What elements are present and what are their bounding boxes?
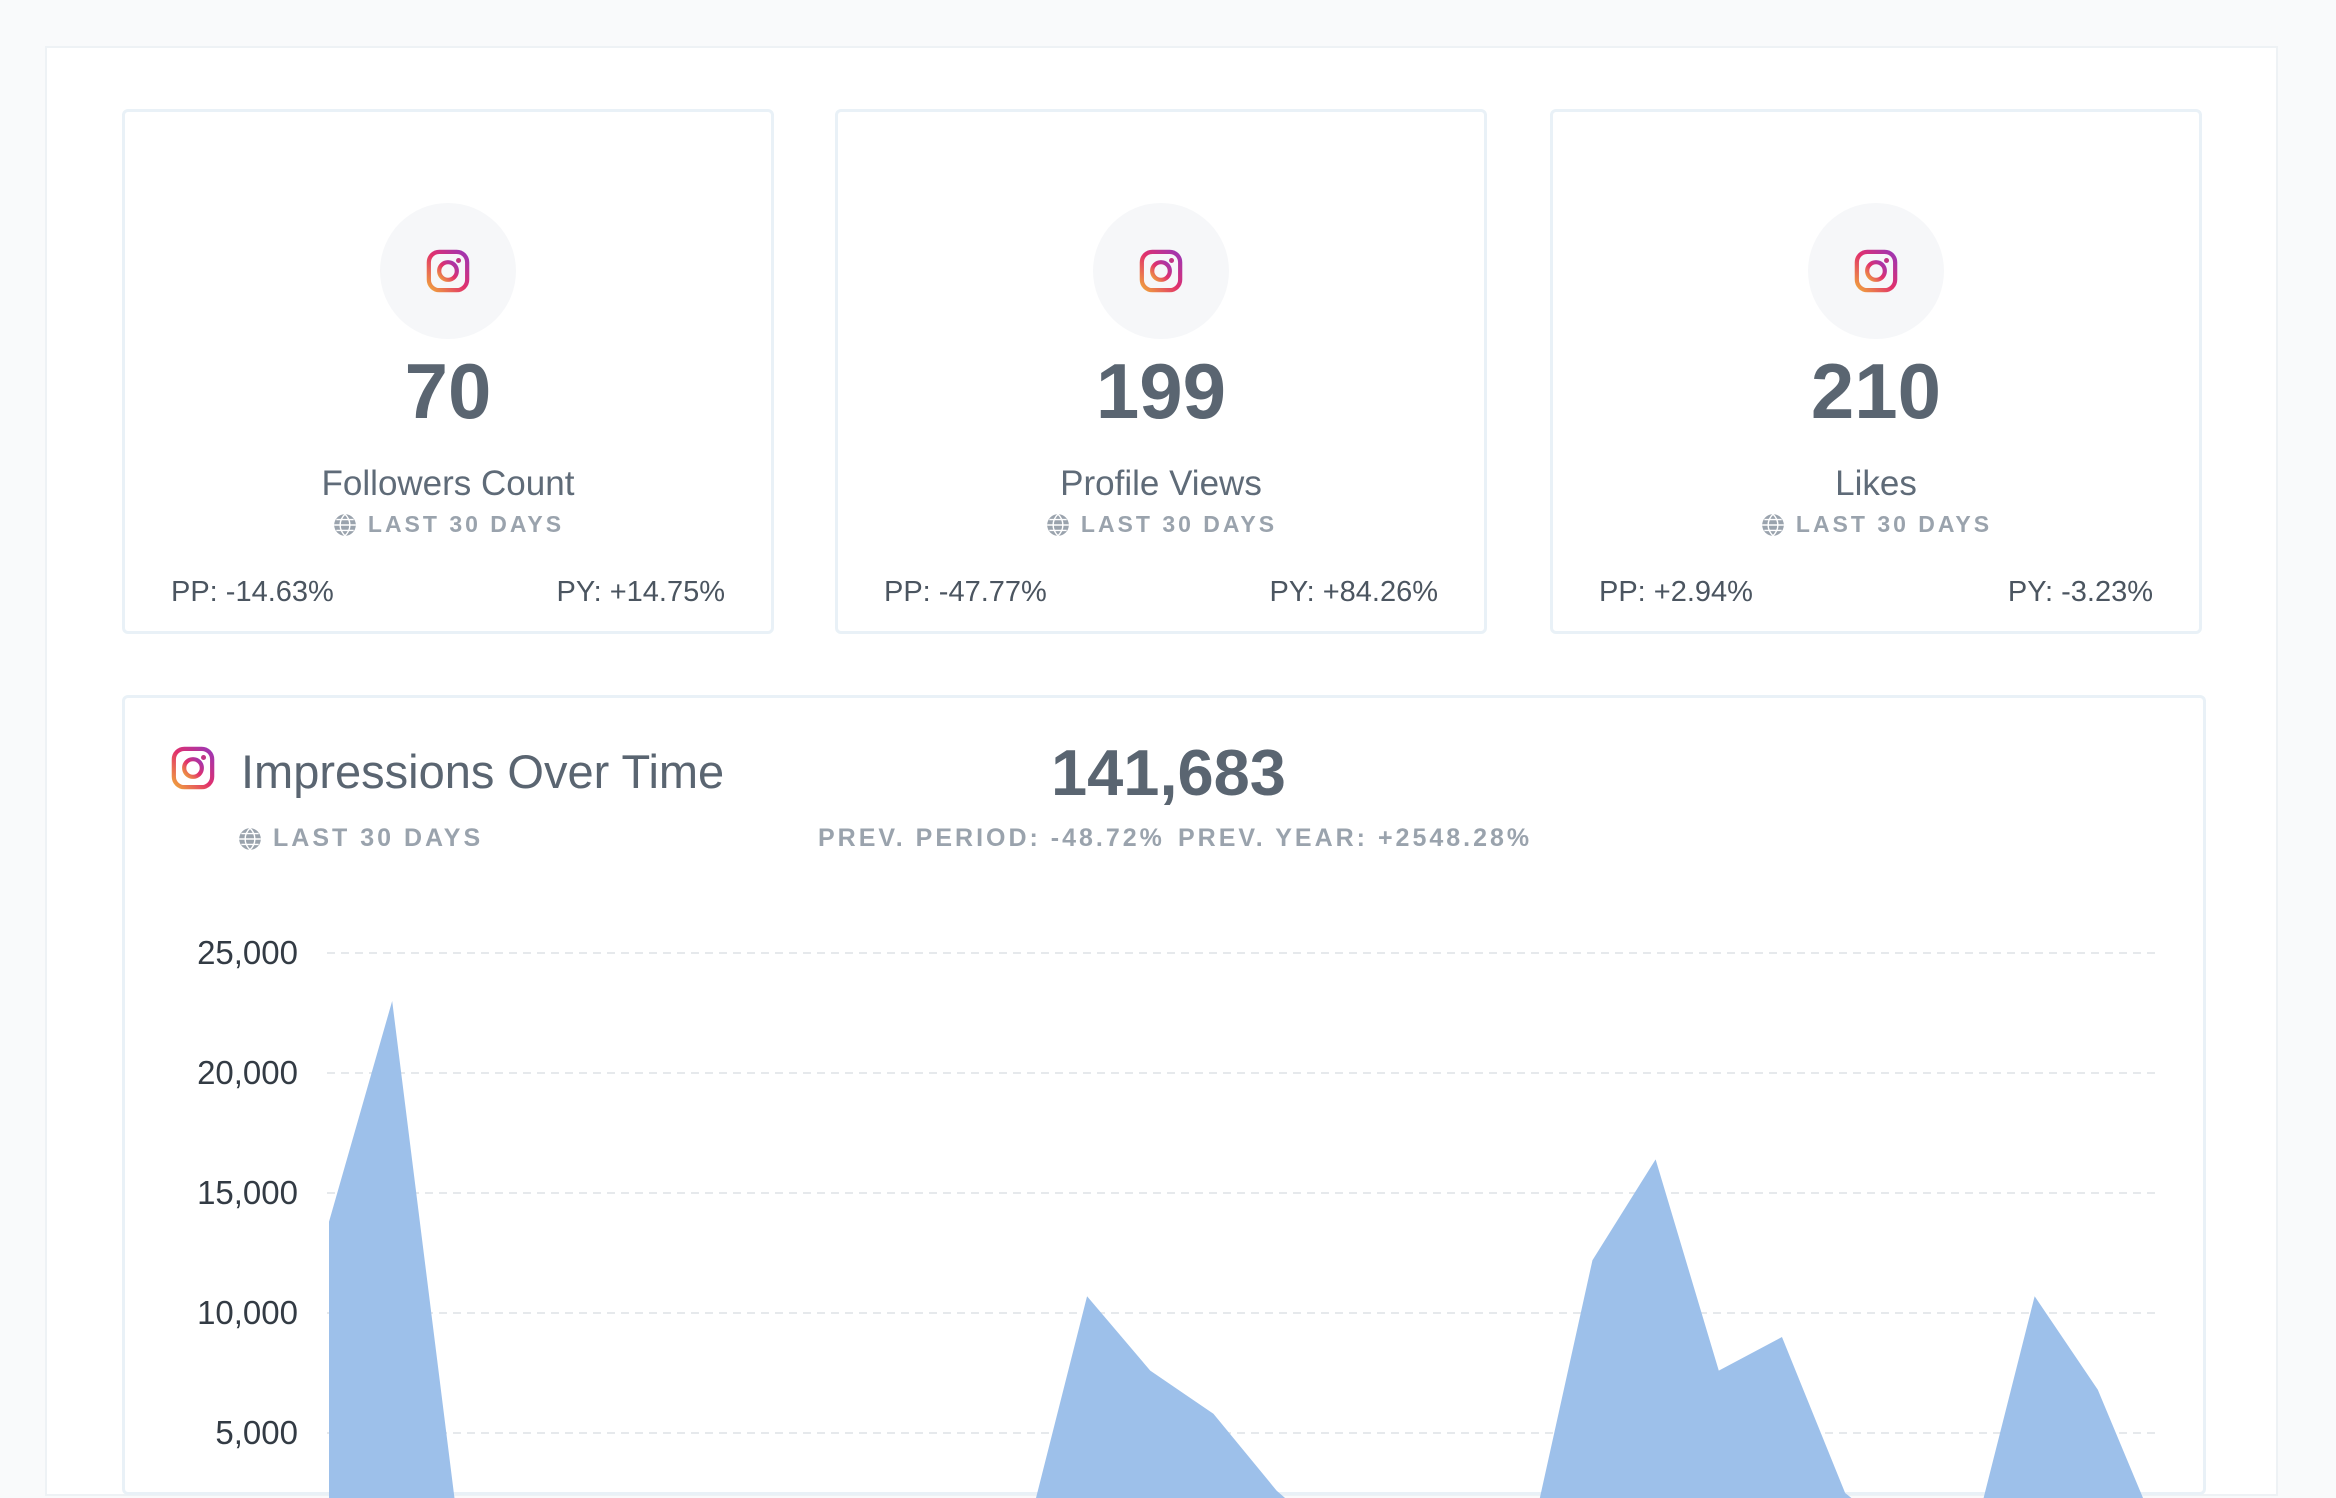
chart-title: Impressions Over Time (241, 745, 725, 798)
likes-card: 210 Likes LAST 30 DAYS PP: +2.94% PY: -3… (1550, 109, 2202, 634)
globe-icon (1047, 513, 1069, 536)
profile-views-card: 199 Profile Views LAST 30 DAYS PP: -47.7… (835, 109, 1487, 634)
likes-value: 210 (1810, 347, 1942, 435)
y-tick-label: 5,000 (215, 1414, 298, 1451)
followers-label: Followers Count (321, 464, 575, 503)
y-tick-label: 20,000 (197, 1054, 298, 1091)
globe-icon (239, 827, 261, 850)
followers-value: 70 (404, 347, 492, 435)
followers-card: 70 Followers Count LAST 30 DAYS PP: -14.… (122, 109, 774, 634)
prev-year-change: PREV. YEAR: +2548.28% (1178, 824, 1533, 852)
impressions-card: Impressions Over Time LAST 30 DAYS 141,6… (122, 695, 2206, 1498)
profile-views-py: PY: +84.26% (1269, 576, 1439, 608)
chart-period: LAST 30 DAYS (237, 824, 483, 853)
instagram-icon (380, 203, 516, 339)
instagram-icon (1808, 203, 1944, 339)
likes-period: LAST 30 DAYS (1553, 511, 2199, 538)
likes-period-label: LAST 30 DAYS (1795, 511, 1993, 537)
instagram-icon (170, 745, 216, 796)
likes-py: PY: -3.23% (2007, 576, 2153, 608)
globe-icon (334, 513, 356, 536)
likes-label: Likes (1835, 464, 1917, 503)
followers-period: LAST 30 DAYS (125, 511, 771, 538)
profile-views-value: 199 (1095, 347, 1227, 435)
profile-views-period: LAST 30 DAYS (838, 511, 1484, 538)
followers-pp: PP: -14.63% (171, 576, 334, 608)
chart-period-label: LAST 30 DAYS (273, 824, 484, 852)
y-tick-label: 25,000 (197, 934, 298, 971)
likes-pp: PP: +2.94% (1599, 576, 1753, 608)
y-tick-label: 15,000 (197, 1174, 298, 1211)
globe-icon (1762, 513, 1784, 536)
profile-views-label: Profile Views (1060, 464, 1262, 503)
profile-views-pp: PP: -47.77% (884, 576, 1047, 608)
impressions-chart: 5,000 10,000 15,000 20,000 25,000 (197, 934, 2157, 1498)
followers-period-label: LAST 30 DAYS (367, 511, 565, 537)
y-tick-label: 10,000 (197, 1294, 298, 1331)
prev-period-change: PREV. PERIOD: -48.72% (818, 824, 1165, 852)
profile-views-period-label: LAST 30 DAYS (1080, 511, 1278, 537)
impressions-total: 141,683 (1051, 736, 1286, 809)
instagram-icon (1093, 203, 1229, 339)
followers-py: PY: +14.75% (556, 576, 726, 608)
impressions-area (329, 1001, 2144, 1498)
